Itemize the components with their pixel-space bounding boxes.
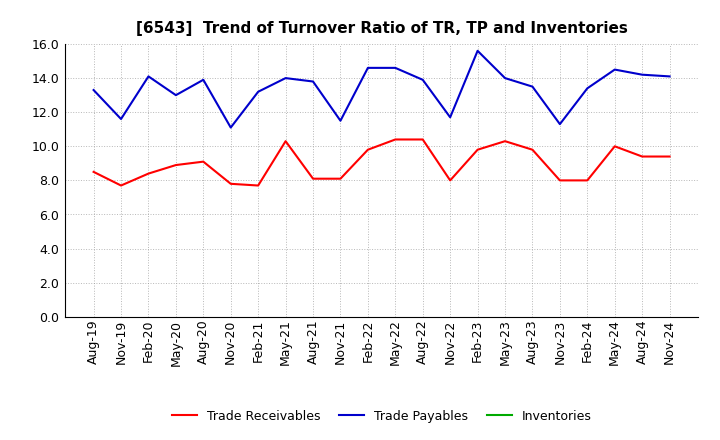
- Trade Receivables: [528, 147, 537, 152]
- Trade Payables: [89, 88, 98, 93]
- Trade Payables: [336, 118, 345, 123]
- Trade Receivables: [336, 176, 345, 181]
- Trade Payables: [665, 74, 674, 79]
- Trade Receivables: [556, 178, 564, 183]
- Trade Payables: [254, 89, 263, 94]
- Title: [6543]  Trend of Turnover Ratio of TR, TP and Inventories: [6543] Trend of Turnover Ratio of TR, TP…: [135, 21, 628, 36]
- Trade Payables: [500, 76, 509, 81]
- Trade Receivables: [199, 159, 207, 164]
- Trade Receivables: [500, 139, 509, 144]
- Trade Payables: [418, 77, 427, 82]
- Trade Payables: [446, 115, 454, 120]
- Trade Receivables: [391, 137, 400, 142]
- Trade Payables: [117, 116, 125, 121]
- Trade Receivables: [282, 139, 290, 144]
- Trade Payables: [309, 79, 318, 84]
- Trade Receivables: [117, 183, 125, 188]
- Trade Receivables: [309, 176, 318, 181]
- Trade Payables: [556, 121, 564, 127]
- Line: Trade Payables: Trade Payables: [94, 51, 670, 128]
- Trade Receivables: [446, 178, 454, 183]
- Trade Payables: [282, 76, 290, 81]
- Trade Payables: [391, 65, 400, 70]
- Trade Payables: [611, 67, 619, 72]
- Trade Receivables: [226, 181, 235, 187]
- Trade Payables: [171, 92, 180, 98]
- Trade Receivables: [583, 178, 592, 183]
- Trade Receivables: [473, 147, 482, 152]
- Trade Receivables: [89, 169, 98, 175]
- Trade Receivables: [364, 147, 372, 152]
- Trade Payables: [583, 86, 592, 91]
- Trade Receivables: [665, 154, 674, 159]
- Trade Receivables: [254, 183, 263, 188]
- Trade Receivables: [144, 171, 153, 176]
- Legend: Trade Receivables, Trade Payables, Inventories: Trade Receivables, Trade Payables, Inven…: [166, 405, 597, 428]
- Trade Payables: [638, 72, 647, 77]
- Trade Receivables: [611, 143, 619, 149]
- Trade Payables: [144, 74, 153, 79]
- Trade Payables: [364, 65, 372, 70]
- Line: Trade Receivables: Trade Receivables: [94, 139, 670, 186]
- Trade Payables: [199, 77, 207, 82]
- Trade Payables: [528, 84, 537, 89]
- Trade Receivables: [171, 162, 180, 168]
- Trade Payables: [473, 48, 482, 53]
- Trade Receivables: [638, 154, 647, 159]
- Trade Receivables: [418, 137, 427, 142]
- Trade Payables: [226, 125, 235, 130]
